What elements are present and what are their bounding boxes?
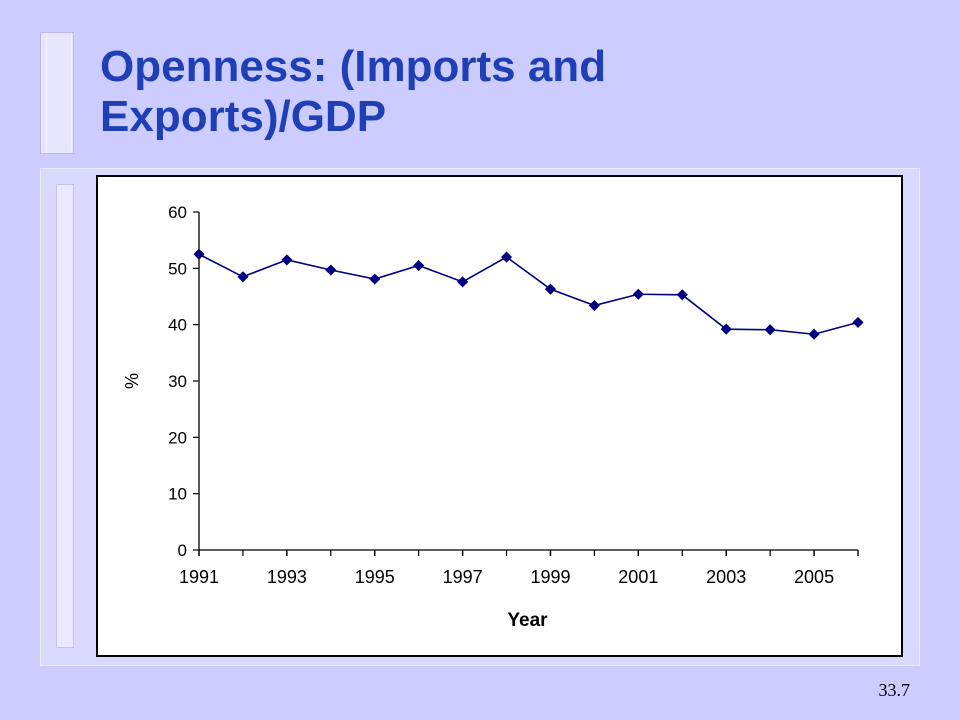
slide-number: 33.7 <box>878 680 911 700</box>
slide-title-line-1: Openness: (Imports and <box>100 42 607 91</box>
slide-title: Openness: (Imports and Exports)/GDP <box>100 42 920 142</box>
chart-frame: 0 10 20 30 40 50 60 1991 1993 1995 1997 1999 2001 20… <box>96 175 903 657</box>
data-point <box>281 254 293 266</box>
data-point <box>720 323 732 335</box>
data-point <box>457 276 469 288</box>
data-point <box>237 271 249 283</box>
x-tick-label: 1995 <box>355 567 395 587</box>
x-tick-label: 1991 <box>179 567 219 587</box>
x-axis-label: Year <box>507 610 548 631</box>
x-axis: 1991 1993 1995 1997 1999 2001 2003 2005 <box>179 549 859 587</box>
data-point <box>808 328 820 340</box>
series <box>193 248 864 340</box>
y-tick-label: 30 <box>168 372 187 391</box>
data-point <box>676 289 688 301</box>
y-axis-label: % <box>122 373 142 389</box>
data-point <box>852 316 864 328</box>
y-tick-label: 20 <box>168 428 187 447</box>
x-tick-label: 2005 <box>794 567 834 587</box>
x-tick-label: 1997 <box>443 567 483 587</box>
data-point <box>588 299 600 312</box>
line-chart: 0 10 20 30 40 50 60 1991 1993 1995 1997 1999 2001 20… <box>122 203 864 631</box>
content-accent-bar <box>56 184 74 648</box>
y-tick-label: 50 <box>168 259 187 278</box>
slide-title-line-2: Exports)/GDP <box>100 92 387 141</box>
title-accent-bar <box>40 32 74 154</box>
series-line <box>198 253 859 336</box>
data-point <box>193 248 205 260</box>
data-point <box>764 324 776 336</box>
y-tick-label: 40 <box>168 316 187 335</box>
data-point <box>325 264 337 276</box>
x-tick-label: 1999 <box>530 567 570 587</box>
x-tick-label: 2003 <box>706 567 746 587</box>
data-point <box>544 283 557 295</box>
x-tick-label: 2001 <box>618 567 658 587</box>
y-tick-label: 10 <box>168 485 187 504</box>
data-point <box>413 259 425 272</box>
y-tick-label: 60 <box>168 203 187 222</box>
x-tick-label: 1993 <box>267 567 307 587</box>
y-tick-label: 0 <box>178 541 187 560</box>
y-axis: 0 10 20 30 40 50 60 <box>168 203 200 560</box>
data-point <box>369 273 381 285</box>
data-point <box>632 288 644 300</box>
data-point <box>500 251 513 263</box>
